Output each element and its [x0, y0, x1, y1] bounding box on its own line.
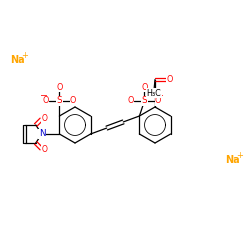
Text: H₃C: H₃C — [146, 89, 161, 98]
Text: O: O — [155, 96, 161, 106]
Text: −: − — [40, 90, 48, 99]
Text: S: S — [56, 96, 62, 106]
Text: O: O — [56, 83, 62, 92]
Text: O: O — [141, 83, 148, 92]
Text: O: O — [128, 96, 134, 106]
Text: Na: Na — [225, 155, 240, 165]
Text: O: O — [42, 96, 49, 106]
Text: −: − — [156, 90, 164, 99]
Text: O: O — [70, 96, 76, 106]
Text: NH: NH — [149, 89, 161, 98]
Text: S: S — [142, 96, 147, 106]
Text: O: O — [166, 75, 173, 84]
Text: Na: Na — [10, 55, 25, 65]
Text: +: + — [236, 151, 243, 160]
Text: O: O — [42, 114, 47, 122]
Text: O: O — [42, 146, 47, 154]
Text: N: N — [39, 130, 45, 138]
Text: +: + — [21, 51, 28, 60]
